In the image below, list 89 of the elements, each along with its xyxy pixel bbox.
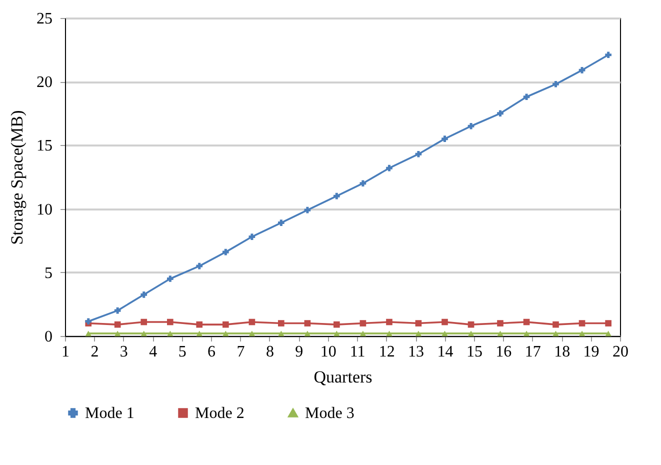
- point: [196, 321, 203, 328]
- point: [497, 110, 504, 117]
- x-tick-label: 17: [524, 344, 541, 360]
- point: [248, 318, 256, 326]
- point: [497, 320, 504, 326]
- x-tick-label: 2: [90, 344, 99, 360]
- point: [468, 321, 474, 328]
- point: [222, 321, 229, 328]
- point: [248, 234, 256, 240]
- point: [415, 330, 422, 336]
- legend-label: Mode 2: [195, 405, 244, 422]
- point: [166, 330, 174, 336]
- point: [552, 80, 559, 88]
- x-tick-label: 14: [437, 344, 454, 360]
- point: [114, 307, 121, 314]
- point: [360, 180, 366, 187]
- point: [552, 321, 559, 328]
- legend-label: Mode 1: [85, 405, 134, 422]
- x-tick-label: 19: [583, 344, 600, 360]
- point: [605, 52, 612, 58]
- point: [578, 66, 586, 74]
- x-tick-label: 4: [149, 344, 158, 360]
- x-tick-label: 5: [178, 344, 186, 360]
- point: [248, 330, 256, 336]
- x-tick-label: 8: [266, 344, 274, 360]
- point: [386, 164, 392, 172]
- point: [222, 248, 229, 256]
- point: [196, 262, 203, 270]
- point: [333, 321, 340, 328]
- point: [523, 318, 530, 326]
- point: [605, 320, 612, 326]
- point: [140, 318, 148, 326]
- point: [415, 320, 422, 326]
- point: [415, 150, 422, 158]
- x-tick-label: 12: [378, 344, 395, 360]
- x-tick-label: 1: [62, 344, 70, 360]
- x-tick-label: 11: [350, 344, 366, 360]
- point: [360, 320, 366, 326]
- x-tick-label: 15: [466, 344, 482, 360]
- y-tick-label: 20: [36, 74, 52, 92]
- point: [523, 330, 530, 336]
- point: [360, 330, 366, 336]
- point: [140, 330, 148, 336]
- point: [442, 136, 448, 142]
- point: [278, 330, 284, 336]
- point: [468, 122, 474, 130]
- point: [278, 220, 284, 226]
- point: [140, 292, 148, 298]
- y-tick-label: 0: [44, 328, 52, 346]
- x-tick-label: 18: [554, 344, 570, 360]
- y-tick-label: 15: [36, 138, 52, 155]
- point: [333, 192, 340, 200]
- x-tick-label: 3: [120, 344, 128, 360]
- x-tick-label: 16: [496, 344, 512, 360]
- x-tick-label: 9: [295, 344, 304, 360]
- y-tick-label: 5: [44, 264, 52, 282]
- point: [442, 318, 448, 326]
- point: [166, 276, 174, 282]
- point: [196, 330, 203, 336]
- point: [222, 330, 229, 336]
- x-axis-title: Quarters: [314, 368, 372, 386]
- point: [523, 94, 530, 100]
- point: [114, 321, 121, 328]
- x-tick-label: 6: [208, 344, 216, 360]
- point: [278, 320, 284, 326]
- point: [386, 330, 392, 336]
- point: [85, 330, 92, 336]
- x-tick-label: 20: [612, 344, 628, 360]
- point: [166, 318, 174, 326]
- point: [578, 330, 586, 336]
- legend-label: Mode 3: [305, 405, 354, 422]
- x-tick-label: 13: [408, 344, 424, 360]
- point: [304, 330, 311, 336]
- point: [304, 320, 311, 326]
- point: [386, 318, 392, 326]
- point: [497, 330, 504, 336]
- point: [304, 206, 311, 214]
- point: [552, 330, 559, 336]
- point: [468, 330, 474, 336]
- y-tick-label: 25: [36, 10, 52, 28]
- point: [578, 320, 586, 326]
- y-axis-title: Storage Space(MB): [8, 110, 26, 245]
- point: [333, 330, 340, 336]
- x-tick-label: 10: [320, 344, 336, 360]
- x-tick-label: 7: [236, 344, 245, 360]
- y-tick-label: 10: [36, 201, 52, 218]
- point: [114, 330, 121, 336]
- point: [442, 330, 448, 336]
- point: [605, 330, 612, 336]
